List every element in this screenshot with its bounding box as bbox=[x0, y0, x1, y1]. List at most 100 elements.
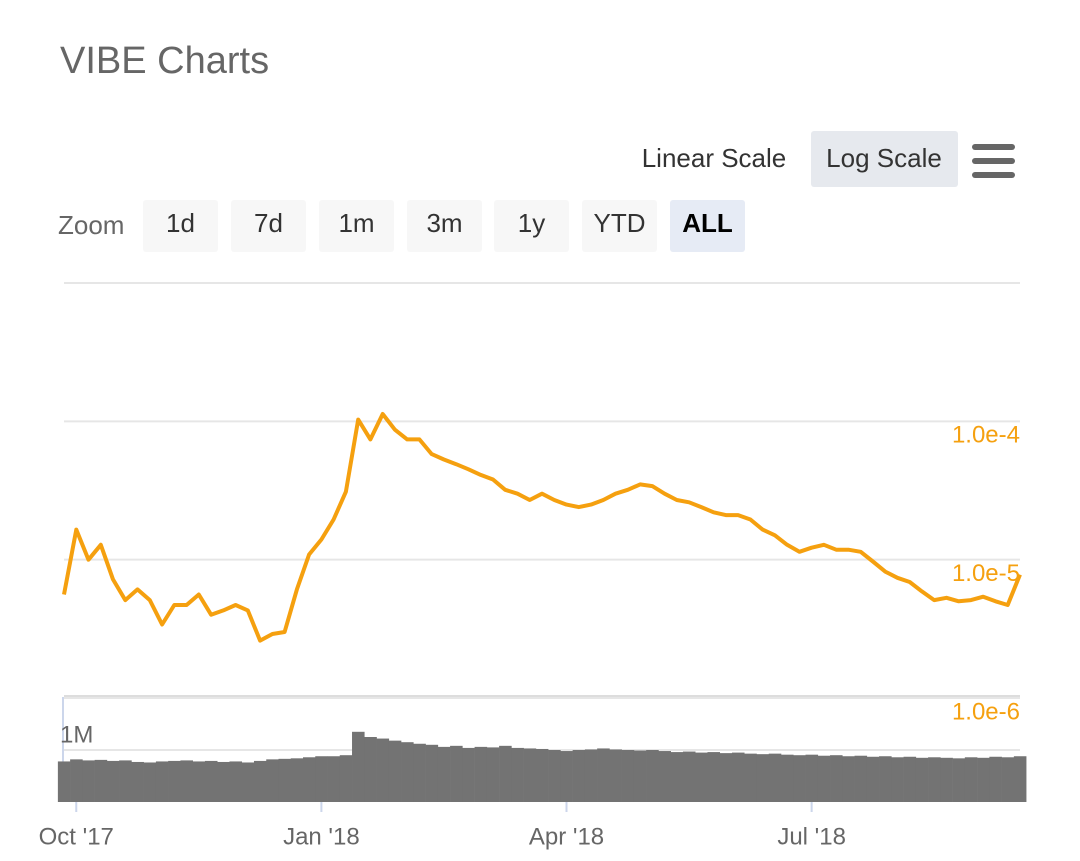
volume-bar bbox=[217, 761, 230, 802]
plot-area: 1.0e-6 1.0e-5 1.0e-4 1M Oct '17 Jan '18 Apr '1… bbox=[39, 412, 1027, 850]
volume-bar bbox=[842, 756, 855, 802]
button-label[interactable]: Linear Scale bbox=[642, 143, 787, 173]
volume-bar bbox=[952, 758, 966, 802]
button-label[interactable]: 7d bbox=[254, 208, 283, 238]
volume-bar bbox=[977, 757, 990, 802]
volume-bar bbox=[964, 757, 978, 802]
volume-bar bbox=[560, 751, 573, 802]
y2-tick-label: 1M bbox=[60, 721, 93, 748]
volume-bar bbox=[817, 755, 831, 802]
menu-bar[interactable] bbox=[972, 144, 1015, 150]
button-bg[interactable] bbox=[582, 200, 657, 252]
volume-bar bbox=[486, 747, 500, 802]
zoom-button[interactable]: 1y bbox=[494, 200, 569, 252]
button-label[interactable]: ALL bbox=[682, 208, 733, 238]
y-tick-label: 1.0e-6 bbox=[952, 698, 1020, 725]
volume-bar bbox=[57, 761, 71, 802]
volume-bar bbox=[437, 746, 451, 802]
volume-bar bbox=[523, 748, 537, 802]
volume-bar bbox=[756, 754, 770, 802]
volume-bar bbox=[682, 751, 696, 802]
button-bg[interactable] bbox=[670, 200, 745, 252]
volume-bar bbox=[180, 760, 193, 802]
volume-bar bbox=[609, 749, 622, 802]
volume-bar bbox=[290, 758, 304, 802]
volume-bar bbox=[940, 757, 953, 802]
volume-bar bbox=[891, 757, 904, 802]
volume-bar bbox=[781, 754, 794, 802]
zoom-button[interactable]: YTD bbox=[582, 200, 657, 252]
volume-bar bbox=[388, 740, 402, 802]
volume-bar bbox=[413, 743, 426, 802]
volume-bar bbox=[1001, 757, 1015, 802]
volume-bar bbox=[70, 759, 83, 802]
volume-bar bbox=[707, 752, 721, 802]
volume-bar bbox=[474, 746, 488, 802]
zoom-button[interactable]: 1m bbox=[319, 200, 394, 252]
volume-bar bbox=[621, 750, 635, 802]
volume-bar bbox=[915, 757, 929, 802]
button-label[interactable]: Log Scale bbox=[826, 143, 942, 173]
y-tick-label: 1.0e-5 bbox=[952, 560, 1020, 587]
volume-bar bbox=[131, 761, 144, 802]
zoom-button[interactable]: 3m bbox=[407, 200, 482, 252]
zoom-button[interactable]: 1d bbox=[143, 200, 218, 252]
button-label[interactable]: 3m bbox=[426, 208, 462, 238]
volume-bar bbox=[168, 760, 181, 802]
price-line bbox=[62, 412, 1022, 643]
volume-bar bbox=[339, 755, 353, 802]
volume-bar bbox=[376, 738, 390, 802]
button-label[interactable]: 1m bbox=[338, 208, 374, 238]
button-bg[interactable] bbox=[494, 200, 569, 252]
volume-bar bbox=[82, 760, 95, 802]
button-bg[interactable] bbox=[143, 200, 218, 252]
volume-bar bbox=[989, 756, 1002, 802]
button-bg[interactable] bbox=[811, 131, 958, 187]
volume-bar bbox=[928, 757, 941, 802]
volume-bar bbox=[572, 750, 586, 802]
volume-bar bbox=[744, 753, 757, 802]
zoom-button[interactable]: ALL bbox=[670, 200, 745, 252]
volume-bar bbox=[94, 759, 108, 802]
volume-bar bbox=[768, 753, 782, 802]
volume-bar bbox=[303, 757, 316, 802]
volume-bar bbox=[253, 760, 267, 802]
x-tick-label: Jan '18 bbox=[283, 823, 360, 850]
button-bg[interactable] bbox=[231, 200, 306, 252]
volume-bar bbox=[793, 755, 806, 802]
menu-bar[interactable] bbox=[972, 172, 1015, 178]
volume-bar bbox=[597, 748, 610, 802]
button-bg[interactable] bbox=[407, 200, 482, 252]
log-scale-button[interactable]: Log Scale bbox=[811, 131, 958, 187]
zoom-buttons: 1d 7d 1m 3m 1y YTD ALL bbox=[143, 200, 745, 252]
volume-bar bbox=[805, 754, 819, 802]
volume-bar bbox=[425, 744, 439, 802]
x-tick-label: Oct '17 bbox=[39, 823, 114, 850]
menu-button[interactable] bbox=[972, 144, 1015, 178]
button-bg[interactable] bbox=[319, 200, 394, 252]
volume-bar bbox=[327, 756, 341, 802]
volume-bar bbox=[731, 752, 745, 802]
x-tick-label: Apr '18 bbox=[529, 823, 604, 850]
linear-scale-button[interactable]: Linear Scale bbox=[642, 143, 787, 173]
volume-bar bbox=[155, 761, 169, 802]
volume-bar bbox=[266, 759, 279, 802]
button-label[interactable]: YTD bbox=[594, 208, 646, 238]
button-label[interactable]: 1y bbox=[518, 208, 545, 238]
volume-bar bbox=[315, 756, 328, 802]
volume-bar bbox=[830, 755, 843, 802]
volume-bar bbox=[143, 762, 157, 802]
volume-bar bbox=[1013, 756, 1027, 802]
volume-bar bbox=[352, 731, 365, 802]
zoom-button[interactable]: 7d bbox=[231, 200, 306, 252]
button-label[interactable]: 1d bbox=[166, 208, 195, 238]
volume-bar bbox=[278, 758, 292, 802]
volume-bar bbox=[584, 749, 598, 802]
menu-bar[interactable] bbox=[972, 158, 1015, 164]
volume-bar bbox=[119, 760, 132, 802]
zoom-label: Zoom bbox=[58, 210, 124, 240]
volume-bar bbox=[633, 750, 647, 802]
volume-bar bbox=[695, 752, 708, 802]
volume-bar bbox=[401, 742, 414, 802]
